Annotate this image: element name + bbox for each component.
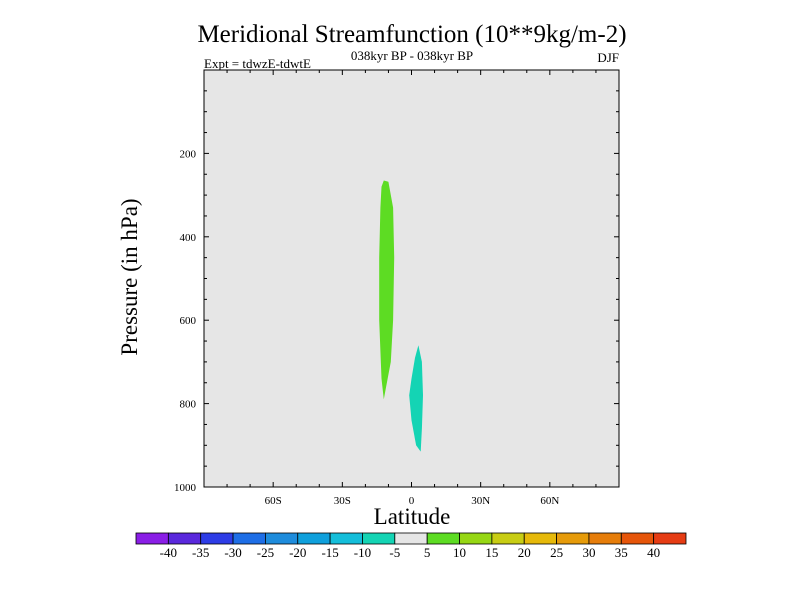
colorbar-label: 20 [518,545,531,560]
axis-ticks: 60S 30S 0 30N 60N 200 400 600 800 1000 [174,70,619,507]
colorbar-label: 40 [647,545,660,560]
contour-regions [379,180,423,452]
x-tick-label: 30S [334,495,351,507]
colorbar-label: -10 [354,545,371,560]
colorbar-label: -30 [224,545,241,560]
colorbar-label: -25 [257,545,274,560]
colorbar-label: -15 [321,545,338,560]
x-tick-label: 60N [540,495,559,507]
colorbar-label: -40 [160,545,177,560]
x-axis-title: Latitude [374,504,451,529]
x-tick-label: 0 [409,495,415,507]
y-tick-label: 800 [180,399,197,411]
contour-region-1 [409,345,423,452]
colorbar: -40 -35 -30 -25 -20 -15 -10 -5 5 10 15 20 25 30 35 40 [135,532,687,560]
contour-region-0 [379,180,395,400]
colorbar-box [329,532,363,545]
plot-background [204,70,619,487]
colorbar-box [459,532,493,545]
x-tick-label: 60S [265,495,282,507]
colorbar-label: 35 [615,545,628,560]
colorbar-box [200,532,234,545]
colorbar-box [426,532,460,545]
plot-area: 60S 30S 0 30N 60N 200 400 600 800 1000 [174,69,620,507]
colorbar-label: -20 [289,545,306,560]
colorbar-label: 30 [582,545,595,560]
colorbar-box [362,532,396,545]
chart-title: Meridional Streamfunction (10**9kg/m-2) [197,21,626,48]
y-axis-title: Pressure (in hPa) [117,198,142,355]
colorbar-label: 25 [550,545,563,560]
chart-subtitle: 038kyr BP - 038kyr BP [351,48,473,63]
y-tick-label: 400 [180,232,197,244]
season-label: DJF [597,50,619,65]
colorbar-label: 5 [424,545,431,560]
colorbar-box [491,532,525,545]
colorbar-box [297,532,331,545]
colorbar-label: -35 [192,545,209,560]
colorbar-box [588,532,622,545]
colorbar-box [653,532,687,545]
colorbar-box [556,532,590,545]
colorbar-box [394,532,428,545]
colorbar-box [167,532,202,545]
colorbar-label: 15 [485,545,498,560]
y-tick-label: 600 [180,315,197,327]
colorbar-label: -5 [389,545,400,560]
colorbar-box [135,532,169,545]
y-tick-label: 1000 [174,482,197,494]
experiment-label: Expt = tdwzE-tdwtE [204,56,311,71]
colorbar-box [523,532,557,545]
x-tick-label: 30N [471,495,490,507]
colorbar-box [265,532,299,545]
y-tick-label: 200 [180,148,197,160]
colorbar-box [620,532,655,545]
colorbar-box [232,532,266,545]
colorbar-label: 10 [453,545,466,560]
